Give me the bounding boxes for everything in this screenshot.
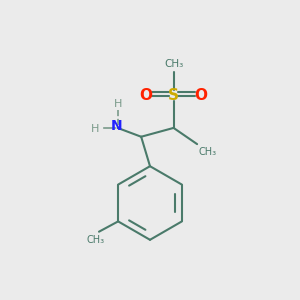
Text: CH₃: CH₃	[164, 59, 183, 69]
Text: S: S	[168, 88, 179, 103]
Text: CH₃: CH₃	[199, 147, 217, 157]
Text: CH₃: CH₃	[86, 235, 104, 245]
Text: N: N	[110, 119, 122, 134]
Text: O: O	[194, 88, 207, 103]
Text: H: H	[113, 99, 122, 109]
Text: H: H	[91, 124, 99, 134]
Text: O: O	[140, 88, 153, 103]
